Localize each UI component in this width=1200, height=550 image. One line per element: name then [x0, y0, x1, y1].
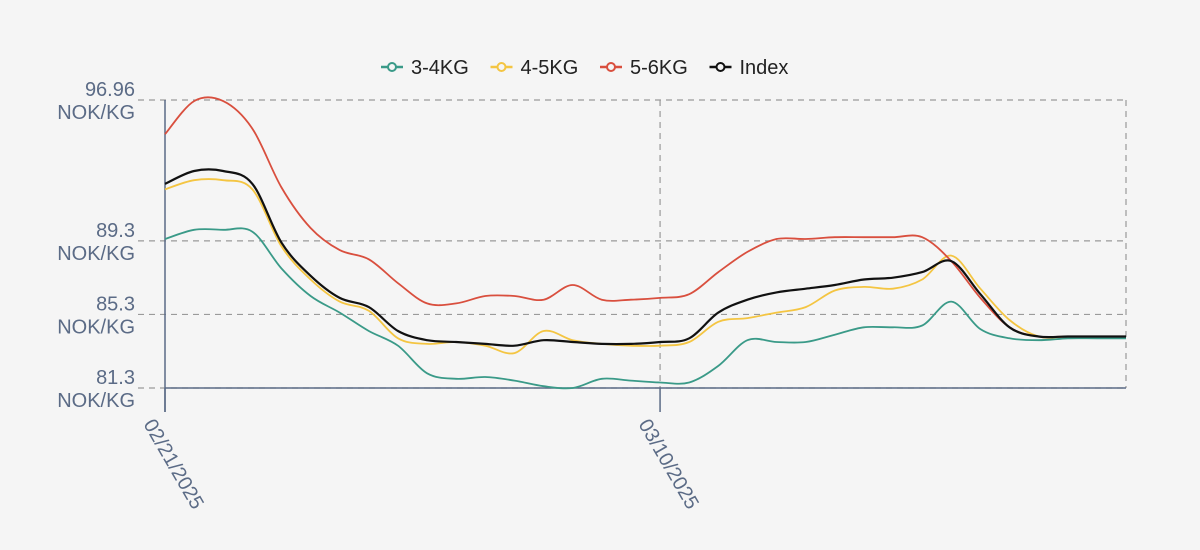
axes — [164, 100, 1126, 412]
legend-label-3-4kg: 3-4KG — [411, 57, 469, 79]
y-tick-unit: NOK/KG — [57, 390, 135, 412]
legend-swatch-marker-4-5kg — [496, 62, 507, 72]
x-tick-label: 03/10/2025 — [634, 416, 703, 514]
tick-labels: 81.3NOK/KG85.3NOK/KG89.3NOK/KG96.96NOK/K… — [57, 79, 703, 513]
legend-swatch-marker-5-6kg — [606, 62, 616, 72]
y-tick-label: 81.3 — [96, 367, 135, 389]
y-tick-unit: NOK/KG — [57, 243, 135, 265]
y-tick-unit: NOK/KG — [57, 102, 135, 124]
series-line-3-4kg — [164, 227, 1126, 390]
legend-label-index: Index — [740, 57, 789, 79]
series-lines — [164, 96, 1126, 390]
x-tick-label: 02/21/2025 — [139, 416, 208, 514]
legend-label-5-6kg: 5-6KG — [630, 57, 688, 79]
grid — [138, 99, 1127, 389]
legend-label-4-5kg: 4-5KG — [521, 57, 579, 79]
legend-swatch-marker-index — [715, 62, 726, 72]
y-tick-label: 85.3 — [96, 293, 135, 315]
legend: 3-4KG 4-5KG 5-6KG Index — [381, 57, 788, 79]
y-tick-label: 89.3 — [96, 220, 135, 242]
series-line-index — [164, 168, 1126, 347]
y-tick-label: 96.96 — [85, 79, 135, 101]
series-line-5-6kg — [164, 96, 1126, 339]
legend-swatch-marker-3-4kg — [387, 62, 397, 72]
series-line-4-5kg — [164, 178, 1126, 355]
y-tick-unit: NOK/KG — [57, 316, 135, 338]
